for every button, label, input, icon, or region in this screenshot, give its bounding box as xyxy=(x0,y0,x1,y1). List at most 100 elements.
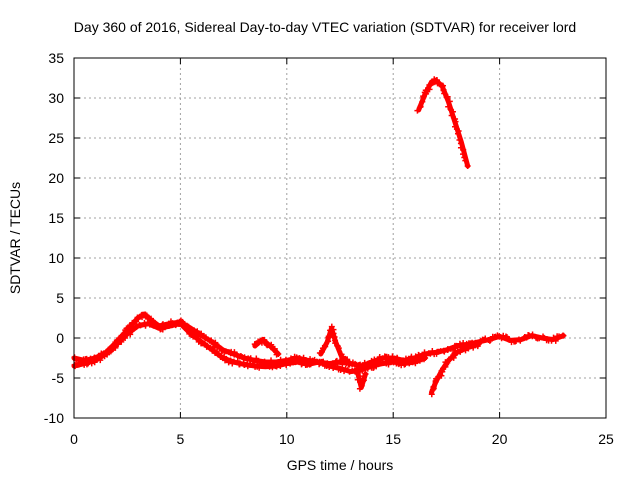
data-point xyxy=(112,344,119,351)
series-evening-high xyxy=(414,76,471,169)
data-point xyxy=(429,348,436,355)
data-point xyxy=(446,98,453,105)
data-point xyxy=(482,335,489,342)
data-point xyxy=(459,346,466,353)
data-point xyxy=(417,103,424,110)
y-tick-label: 35 xyxy=(48,50,64,66)
x-axis-title: GPS time / hours xyxy=(287,457,394,473)
data-point xyxy=(487,337,494,344)
data-point xyxy=(227,357,234,364)
data-point xyxy=(107,348,114,355)
data-point xyxy=(337,366,344,373)
data-point xyxy=(181,323,188,330)
data-point xyxy=(335,345,342,352)
data-point xyxy=(428,391,435,398)
data-point xyxy=(456,137,463,144)
data-point xyxy=(439,368,446,375)
data-point xyxy=(422,87,429,94)
data-point xyxy=(361,359,368,366)
data-point xyxy=(354,370,361,377)
y-tick-label: -5 xyxy=(52,370,65,386)
data-point xyxy=(376,354,383,361)
data-point xyxy=(123,325,130,332)
data-point xyxy=(441,90,448,97)
data-point xyxy=(517,337,524,344)
data-point xyxy=(465,345,472,352)
y-tick-label: 5 xyxy=(56,290,64,306)
data-point xyxy=(339,361,346,368)
data-point xyxy=(321,342,328,349)
data-point xyxy=(448,112,455,119)
data-point xyxy=(401,361,408,368)
series-spike-12h xyxy=(316,323,352,365)
data-point xyxy=(93,356,100,363)
data-point xyxy=(461,154,468,161)
data-point xyxy=(122,332,129,339)
data-point xyxy=(318,348,325,355)
data-point xyxy=(234,358,241,365)
data-point xyxy=(464,163,471,169)
data-point xyxy=(449,108,456,115)
chart-title: Day 360 of 2016, Sidereal Day-to-day VTE… xyxy=(74,19,576,35)
data-point xyxy=(261,337,268,344)
y-tick-label: 0 xyxy=(56,330,64,346)
data-point xyxy=(410,357,417,364)
data-point xyxy=(268,344,275,351)
data-point xyxy=(430,383,437,390)
data-point xyxy=(441,348,448,355)
y-tick-label: -10 xyxy=(44,410,64,426)
data-point xyxy=(444,358,451,365)
data-point xyxy=(109,343,116,350)
x-tick-label: 5 xyxy=(177,431,185,447)
data-point xyxy=(359,367,366,374)
data-point xyxy=(328,323,335,330)
data-point xyxy=(127,329,134,336)
data-point xyxy=(207,344,214,351)
data-point xyxy=(470,344,477,351)
y-tick-label: 15 xyxy=(48,210,64,226)
data-point xyxy=(552,337,559,344)
y-axis-title: SDTVAR / TECUs xyxy=(7,182,23,294)
data-point xyxy=(459,151,466,158)
data-point xyxy=(212,350,219,357)
data-point xyxy=(345,359,352,365)
series-spike-9h xyxy=(251,336,282,358)
data-point xyxy=(133,323,140,330)
data-point xyxy=(247,355,254,362)
data-point xyxy=(85,358,92,365)
data-point xyxy=(354,376,361,383)
axis-ticks: 0 5 10 15 20 25 -10 -5 0 5 10 15 20 25 30 35 xyxy=(44,50,614,447)
data-point xyxy=(83,361,90,368)
data-point xyxy=(97,357,104,364)
data-point xyxy=(202,334,209,341)
data-point xyxy=(283,362,290,369)
data-point xyxy=(353,370,360,377)
data-point xyxy=(334,363,341,370)
data-point xyxy=(460,339,467,346)
data-point xyxy=(115,341,122,348)
data-point xyxy=(296,357,303,364)
x-tick-label: 20 xyxy=(492,431,508,447)
data-point xyxy=(215,343,222,350)
plot-frame xyxy=(73,57,607,419)
data-point xyxy=(379,359,386,366)
y-tick-label: 10 xyxy=(48,250,64,266)
y-tick-label: 20 xyxy=(48,170,64,186)
data-point xyxy=(419,98,426,105)
data-point xyxy=(475,341,482,348)
data-point xyxy=(356,385,363,392)
data-point xyxy=(241,362,248,369)
data-point xyxy=(287,360,294,367)
data-point xyxy=(275,351,282,357)
data-point xyxy=(256,364,263,371)
data-point xyxy=(204,343,211,350)
data-series xyxy=(71,76,567,398)
data-point xyxy=(241,354,248,361)
x-tick-label: 15 xyxy=(385,431,401,447)
data-point xyxy=(560,332,567,339)
data-point xyxy=(452,118,459,125)
data-point xyxy=(159,326,166,333)
y-tick-label: 25 xyxy=(48,130,64,146)
data-point xyxy=(300,354,307,361)
